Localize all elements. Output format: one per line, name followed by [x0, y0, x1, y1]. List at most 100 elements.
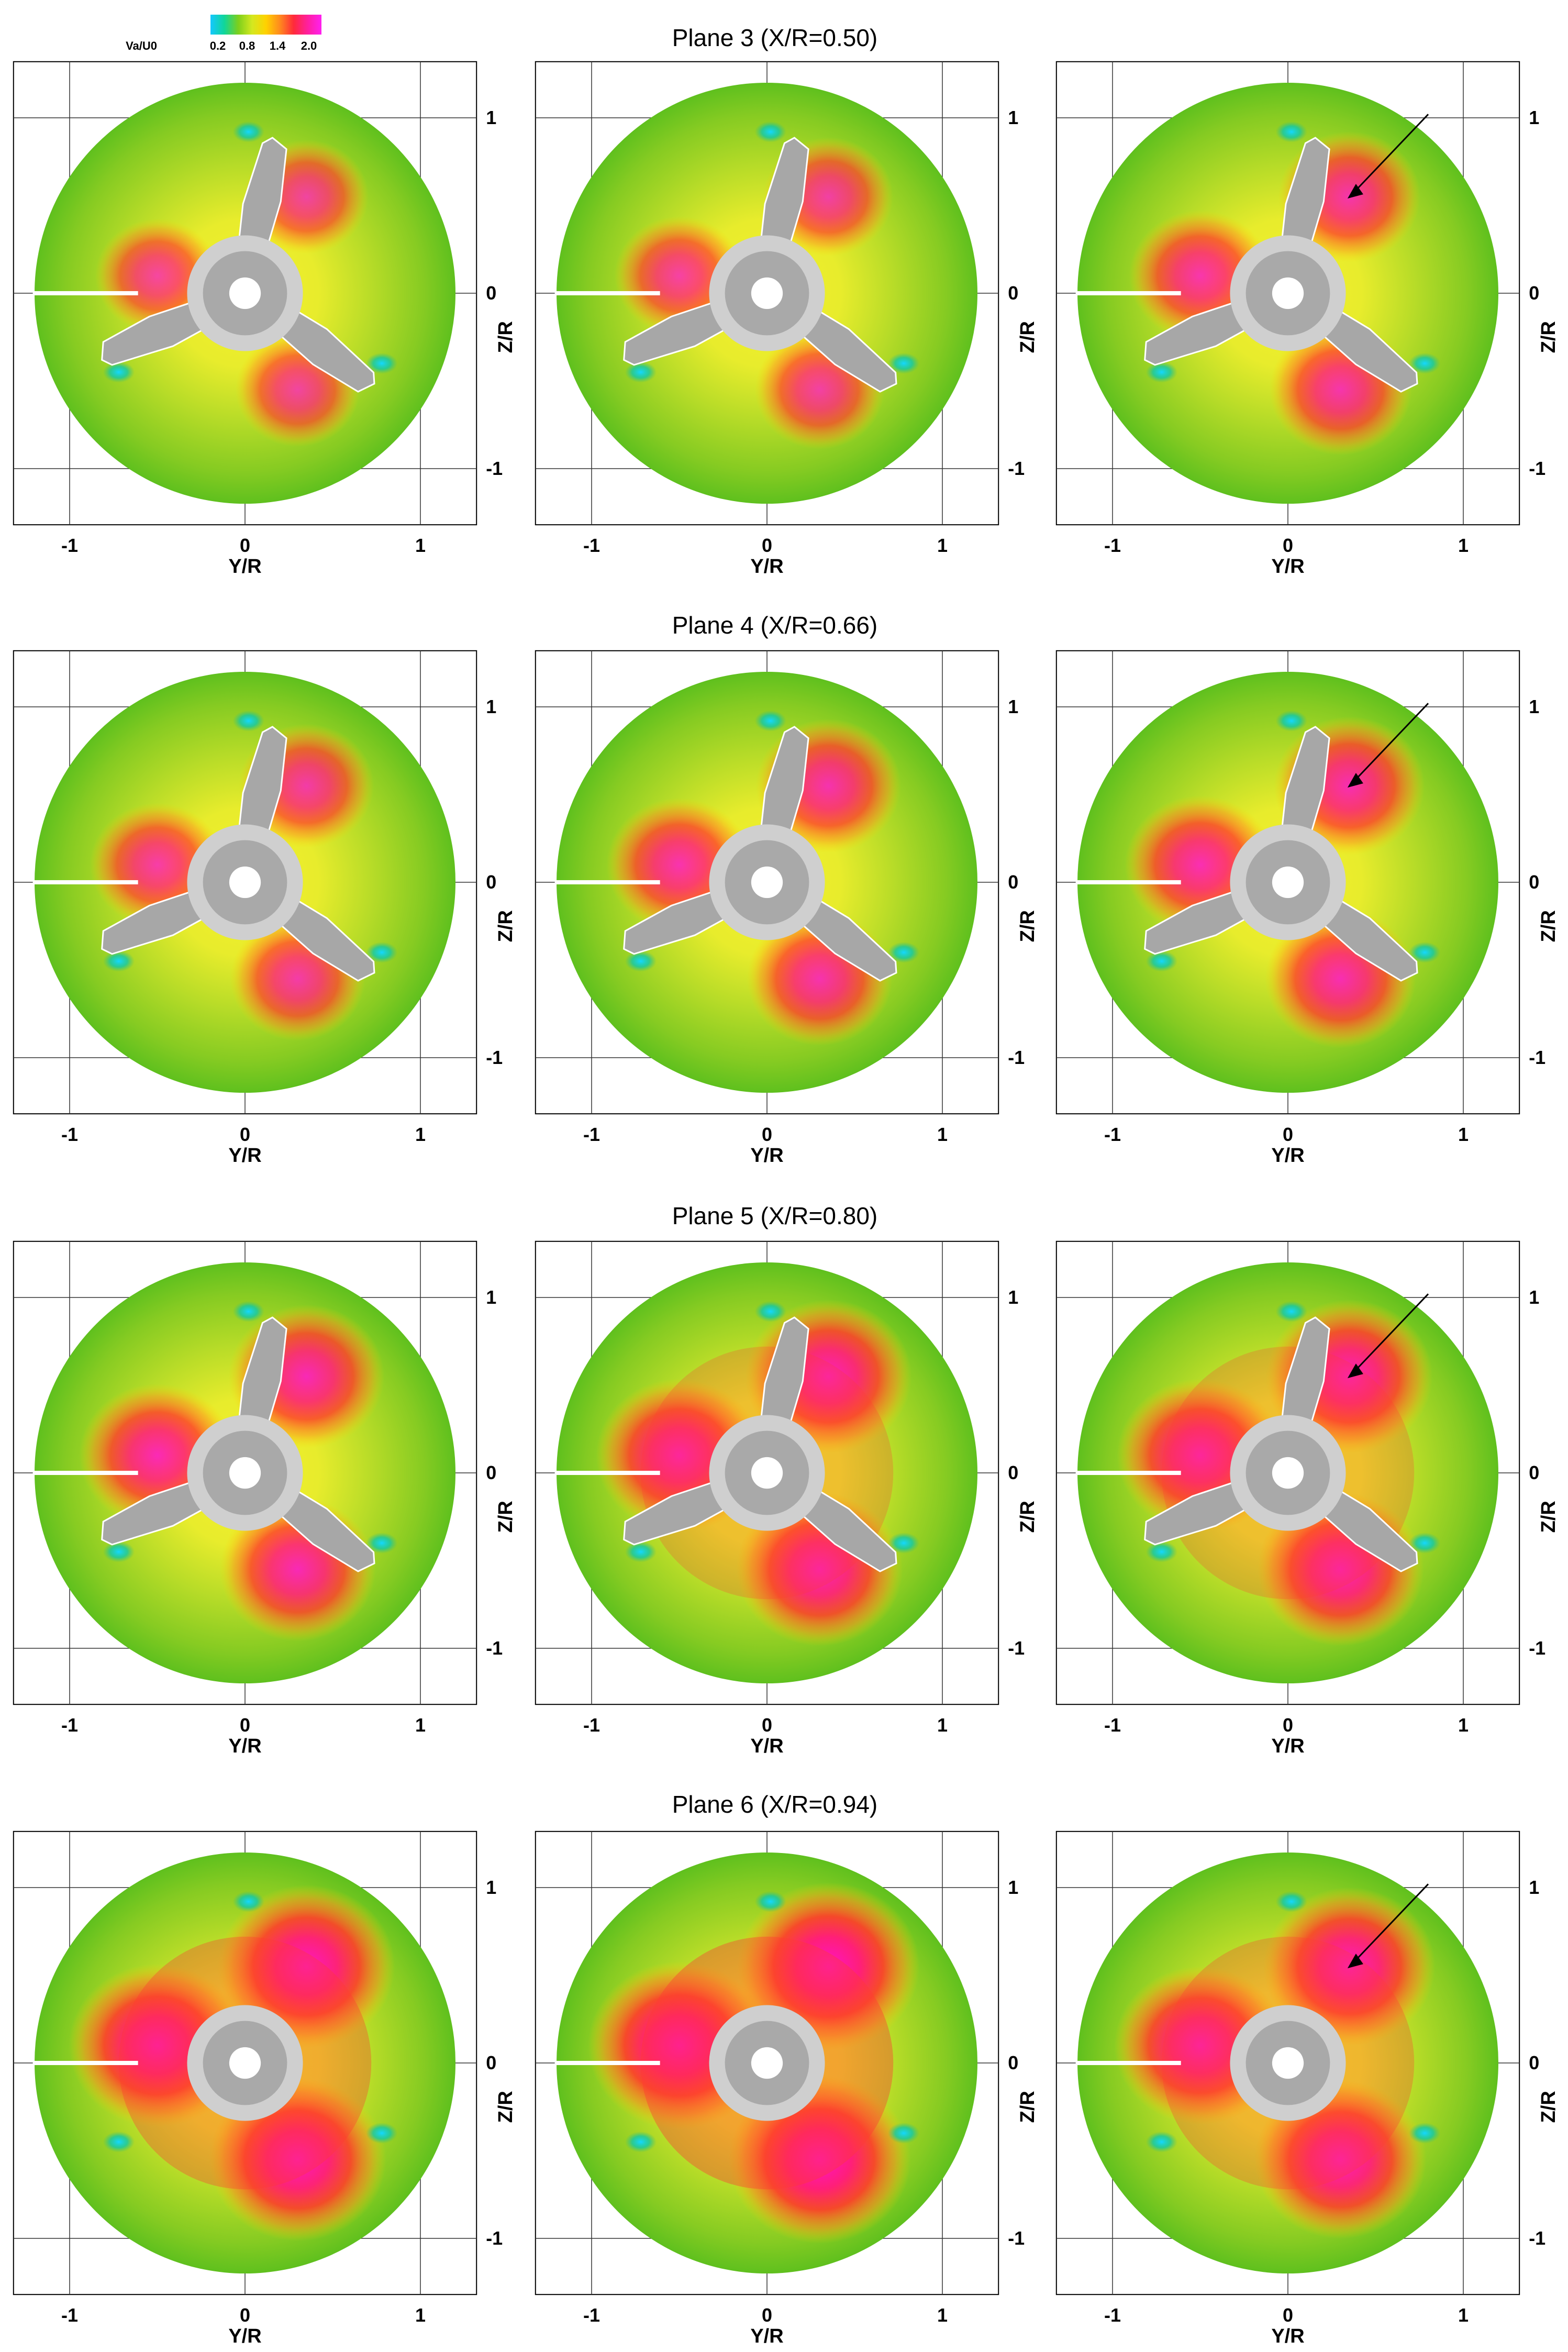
arrow-head: [1347, 773, 1363, 788]
x-tick-label: -1: [61, 1714, 78, 1736]
contour-panel: -1 0 1 1 0 -1 Y/R Z/R: [13, 61, 517, 578]
x-tick-label: 1: [1458, 2304, 1469, 2326]
x-tick-label: 0: [240, 2304, 250, 2326]
x-axis-label: Y/R: [750, 1735, 783, 1757]
y-tick-label: 1: [1008, 696, 1018, 717]
x-tick-label: -1: [583, 1124, 600, 1145]
shaft-slot: [1075, 291, 1181, 296]
colorbar-tick: 2.0: [301, 39, 317, 52]
contour-panel: -1 0 1 1 0 -1 Y/R Z/R: [1055, 650, 1560, 1167]
colorbar: Va/U0 0.2 0.8 1.4 2.0: [126, 15, 321, 52]
x-tick-label: -1: [61, 1124, 78, 1145]
x-tick-label: 0: [762, 1714, 772, 1736]
x-tick-label: 1: [415, 1714, 426, 1736]
y-tick-label: -1: [1008, 1637, 1025, 1659]
x-axis-label: Y/R: [1271, 556, 1304, 578]
y-tick-label: 0: [486, 871, 496, 893]
y-tick-label: 0: [1008, 282, 1018, 304]
y-tick-label: 1: [486, 696, 496, 717]
y-tick-label: -1: [1529, 2227, 1545, 2249]
y-axis-label: Z/R: [1538, 2091, 1560, 2123]
x-tick-label: -1: [583, 535, 600, 556]
tip-vortex: [1409, 941, 1441, 963]
tip-vortex: [754, 1301, 786, 1322]
x-tick-label: 1: [415, 1124, 426, 1145]
y-tick-label: 0: [486, 2052, 496, 2073]
x-tick-label: 0: [1283, 1124, 1293, 1145]
tip-vortex: [888, 2122, 920, 2144]
tip-vortex: [754, 1891, 786, 1912]
x-tick-label: 0: [762, 1124, 772, 1145]
x-axis-label: Y/R: [750, 556, 783, 578]
shaft-hole: [751, 2047, 783, 2079]
tip-vortex: [232, 1891, 264, 1912]
y-tick-label: -1: [486, 458, 503, 479]
x-axis-label: Y/R: [228, 1145, 261, 1167]
x-tick-label: -1: [1104, 535, 1121, 556]
x-tick-label: 1: [937, 535, 948, 556]
shaft-slot: [1075, 880, 1181, 885]
x-tick-label: 1: [1458, 1714, 1469, 1736]
x-axis-label: Y/R: [228, 1735, 261, 1757]
plane-title: Plane 6 (X/R=0.94): [672, 1791, 878, 1818]
tip-vortex: [625, 361, 657, 383]
shaft-slot: [32, 1470, 138, 1475]
tip-vortex: [625, 1541, 657, 1562]
shaft-slot: [32, 880, 138, 885]
x-tick-label: 1: [415, 535, 426, 556]
y-tick-label: 0: [1008, 2052, 1018, 2073]
shaft-hole: [1272, 2047, 1304, 2079]
x-tick-label: -1: [583, 2304, 600, 2326]
y-tick-label: 1: [1008, 107, 1018, 128]
tip-vortex: [103, 2131, 135, 2153]
x-tick-label: 0: [240, 535, 250, 556]
y-tick-label: 1: [1008, 1286, 1018, 1308]
contour-panel: -1 0 1 1 0 -1 Y/R Z/R: [1055, 61, 1560, 578]
x-tick-label: 1: [1458, 535, 1469, 556]
shaft-hole: [229, 277, 261, 309]
tip-vortex: [1275, 1301, 1307, 1322]
x-tick-label: -1: [1104, 2304, 1121, 2326]
tip-vortex: [1146, 950, 1177, 972]
shaft-slot: [554, 291, 660, 296]
y-tick-label: 1: [1529, 696, 1539, 717]
x-tick-label: -1: [61, 535, 78, 556]
y-tick-label: 0: [1529, 2052, 1539, 2073]
x-tick-label: 0: [1283, 535, 1293, 556]
shaft-hole: [751, 277, 783, 309]
y-axis-label: Z/R: [495, 321, 517, 353]
annotation-arrow: [1357, 1293, 1429, 1369]
shaft-slot: [1075, 1470, 1181, 1475]
contour-panel: -1 0 1 1 0 -1 Y/R Z/R: [13, 1830, 517, 2347]
y-axis-label: Z/R: [495, 1501, 517, 1533]
x-tick-label: 1: [1458, 1124, 1469, 1145]
tip-vortex: [366, 1532, 398, 1554]
x-axis-label: Y/R: [1271, 1735, 1304, 1757]
tip-vortex: [103, 361, 135, 383]
tip-vortex: [888, 941, 920, 963]
y-axis-label: Z/R: [1017, 2091, 1039, 2123]
contour-panel: -1 0 1 1 0 -1 Y/R Z/R: [535, 1830, 1039, 2347]
x-tick-label: 0: [762, 535, 772, 556]
tip-vortex: [1275, 1891, 1307, 1912]
tip-vortex: [625, 2131, 657, 2153]
y-axis-label: Z/R: [495, 910, 517, 942]
tip-vortex: [1275, 121, 1307, 142]
velocity-lobe: [218, 1884, 395, 2048]
y-tick-label: -1: [486, 1637, 503, 1659]
contour-panel: -1 0 1 1 0 -1 Y/R Z/R: [535, 1240, 1039, 1757]
tip-vortex: [366, 352, 398, 374]
shaft-slot: [32, 2060, 138, 2066]
colorbar-gradient: [210, 15, 321, 35]
shaft-hole: [751, 866, 783, 898]
annotation-arrow: [1357, 1883, 1429, 1959]
y-tick-label: 1: [486, 1877, 496, 1898]
x-tick-label: 1: [937, 2304, 948, 2326]
contour-panel: -1 0 1 1 0 -1 Y/R Z/R: [1055, 1830, 1560, 2347]
plane-title: Plane 3 (X/R=0.50): [672, 24, 878, 51]
y-axis-label: Z/R: [1538, 321, 1560, 353]
arrow-head: [1347, 1363, 1363, 1379]
x-axis-label: Y/R: [228, 2325, 261, 2347]
x-tick-label: 0: [1283, 1714, 1293, 1736]
